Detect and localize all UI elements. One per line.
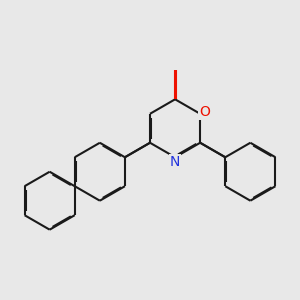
Text: N: N xyxy=(170,154,180,169)
Text: O: O xyxy=(199,105,210,119)
